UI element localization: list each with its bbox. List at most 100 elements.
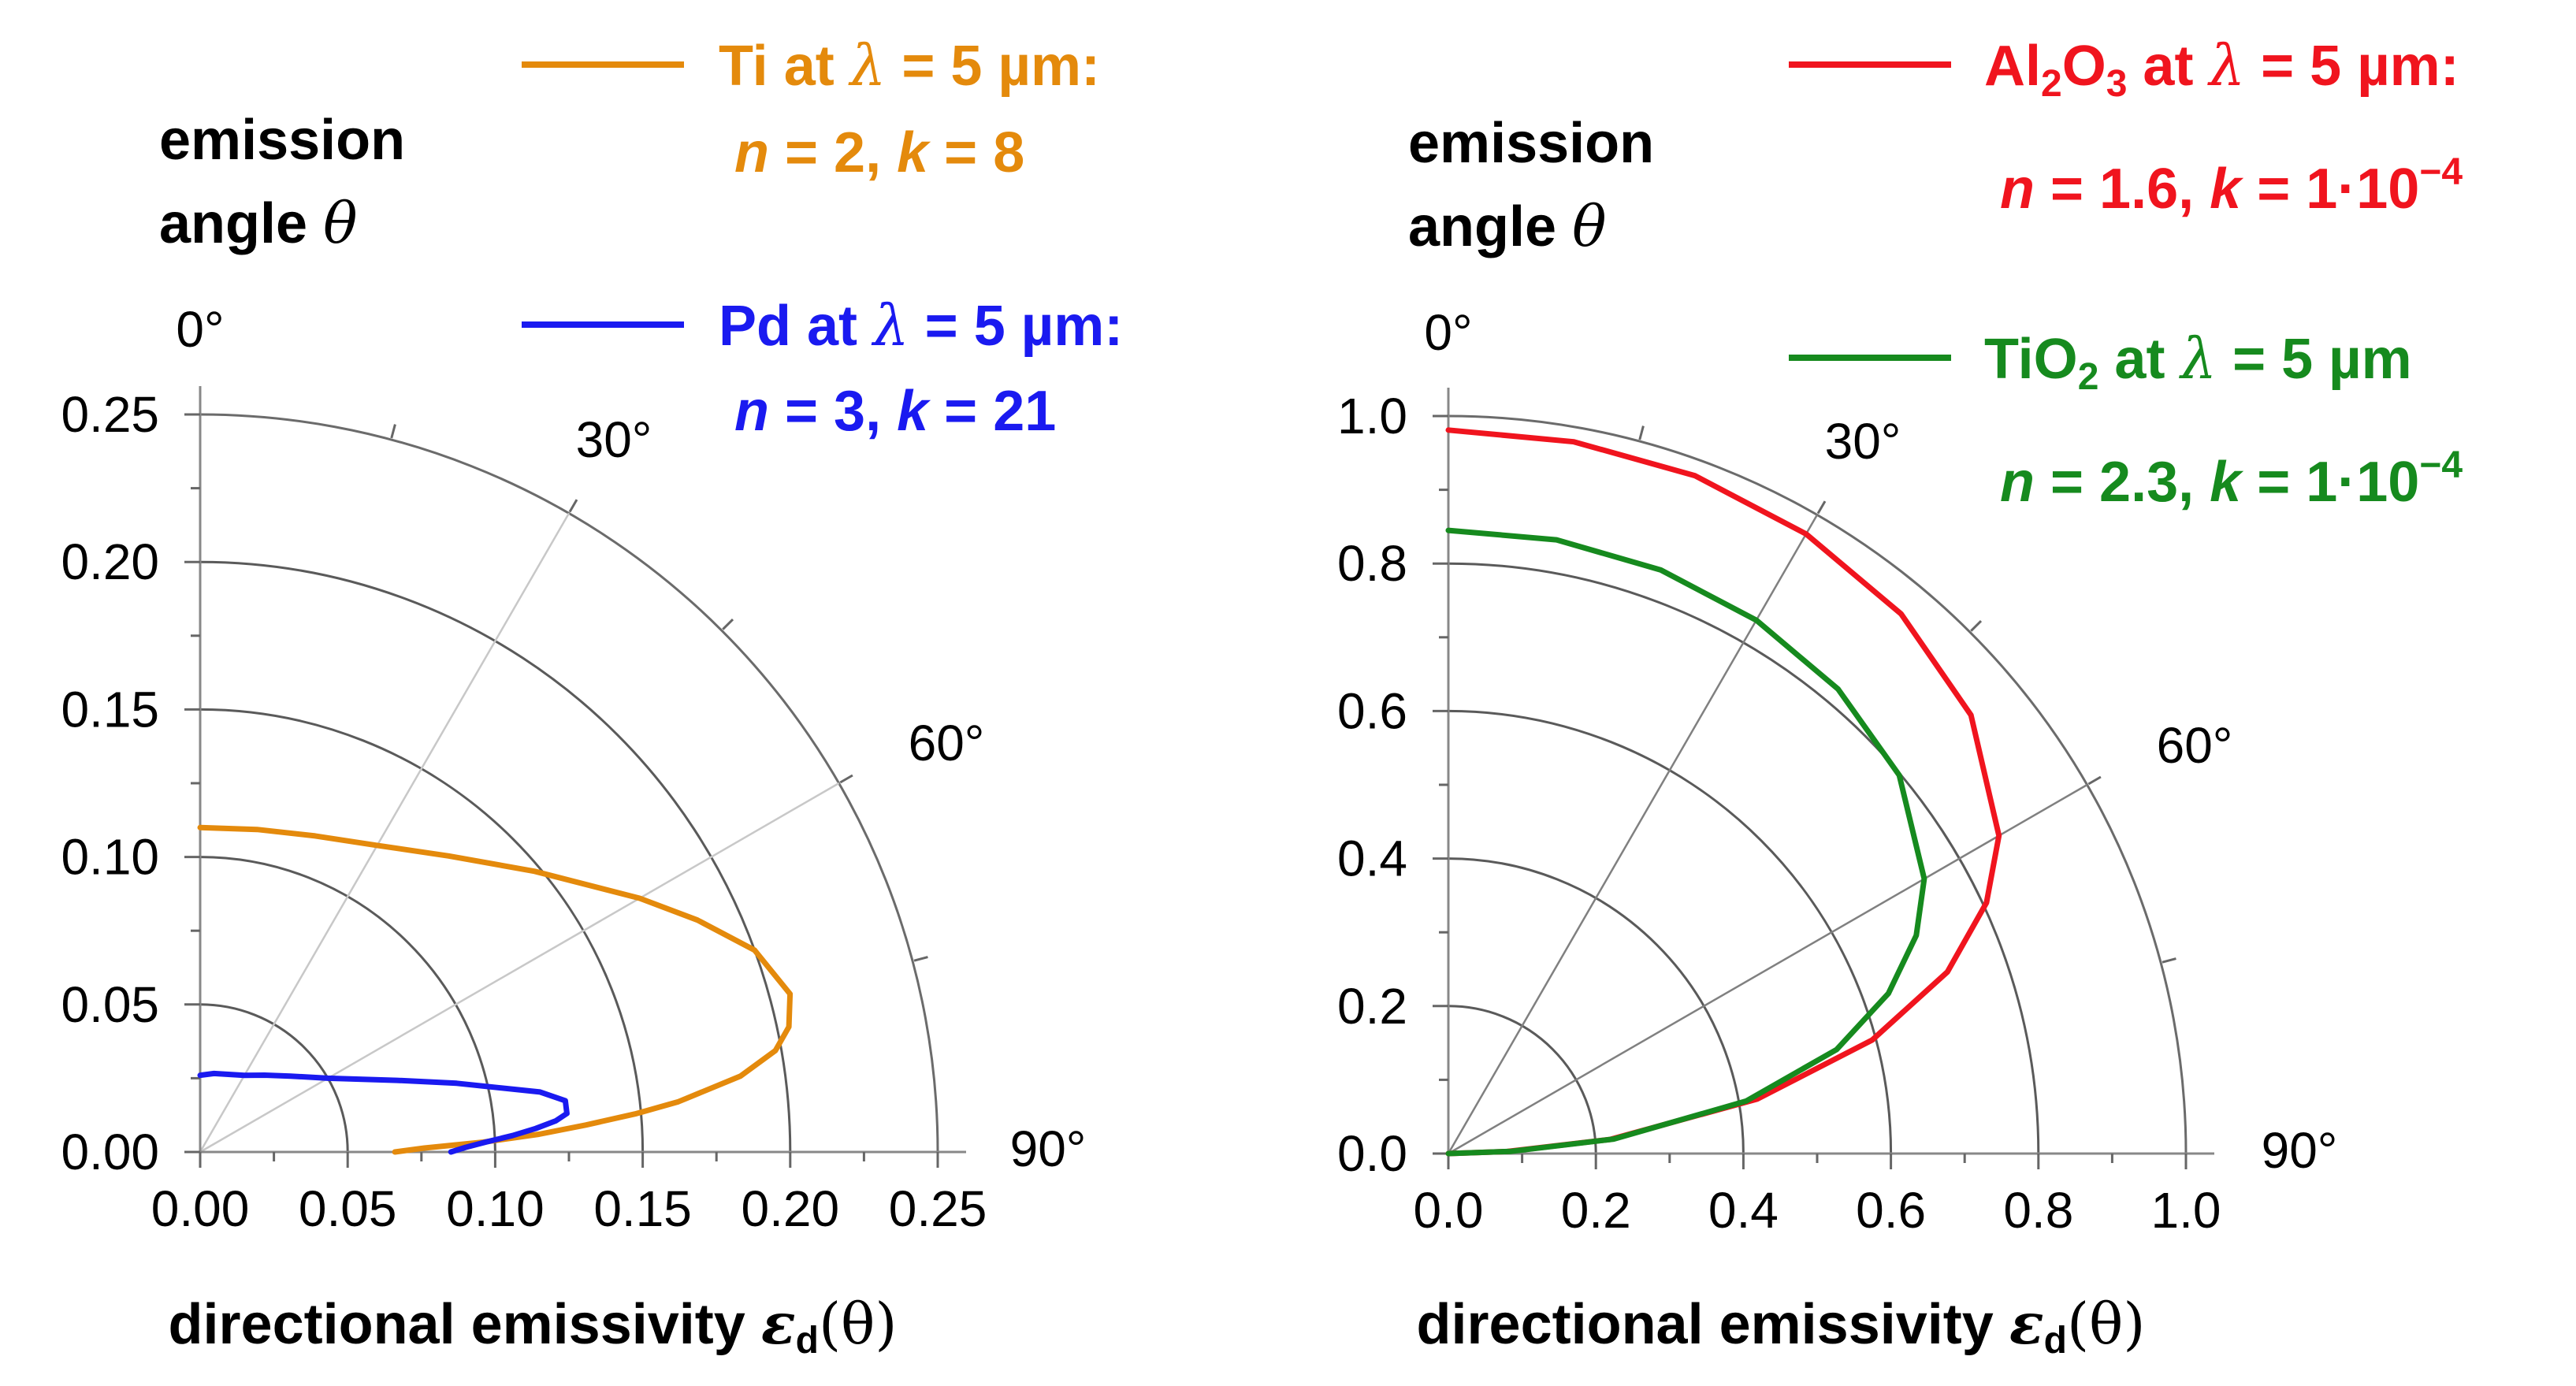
outer-arc-tick xyxy=(1638,425,1645,440)
epsilon-symbol: ε xyxy=(2009,1290,2044,1357)
r-tick-label: 0.6 xyxy=(1337,682,1407,739)
x-axis-label-text: directional emissivity xyxy=(1417,1293,1994,1356)
n-symbol: n xyxy=(2000,451,2035,514)
formula-o: O xyxy=(2062,35,2106,98)
legend-ti-wavelength: = 5 µm: xyxy=(886,35,1100,98)
x-tick-label: 0.05 xyxy=(299,1180,397,1237)
n-symbol: n xyxy=(734,380,769,443)
k-exponent: −4 xyxy=(2419,444,2463,486)
spoke-30 xyxy=(1447,514,1819,1154)
grid-arc xyxy=(199,1003,349,1153)
outer-arc-tick xyxy=(2087,775,2102,786)
x-tick-label: 0.2 xyxy=(1561,1182,1631,1239)
legend-al2o3-line1: Al2O3 at λ = 5 µm: xyxy=(1984,32,2459,105)
series-curve-pd xyxy=(197,1070,570,1155)
spoke-60 xyxy=(199,782,840,1154)
chart-header-line1: emission xyxy=(1408,112,1654,175)
n-value: = 2, xyxy=(769,121,897,184)
formula-sub-2: 2 xyxy=(2041,63,2062,105)
polar-chart-left: 0.00 0.05 0.10 0.15 0.20 0.25 0.00 0.05 0.10 0.1… xyxy=(61,32,1123,1362)
legend-wavelength: = 5 µm xyxy=(2217,328,2412,391)
theta-symbol: θ xyxy=(323,190,357,256)
series-curve-ti xyxy=(197,824,794,1155)
grid-arc xyxy=(1448,709,1893,1154)
k-value: = 1·10 xyxy=(2241,451,2419,514)
grid-arc xyxy=(199,413,939,1153)
x-tick-label: 0.00 xyxy=(151,1180,250,1237)
radial-axis-ticks: 0.00 0.05 0.10 0.15 0.20 0.25 xyxy=(61,386,159,1180)
x-tick-label: 1.0 xyxy=(2151,1182,2221,1239)
epsilon-subscript: d xyxy=(2044,1320,2067,1362)
angle-tick-60: 60° xyxy=(2157,717,2233,774)
grid-arc xyxy=(1448,1005,1597,1154)
curves xyxy=(1445,427,2002,1157)
angle-tick-0: 0° xyxy=(1424,304,1472,361)
grid-arc xyxy=(199,560,792,1153)
legend-pd-line2: n = 3, k = 21 xyxy=(734,380,1056,443)
angle-tick-30: 30° xyxy=(1825,413,1901,470)
x-tick-label: 0.25 xyxy=(889,1180,987,1237)
n-value: = 1.6, xyxy=(2035,158,2210,221)
horizontal-axis-ticks: 0.0 0.2 0.4 0.6 0.8 1.0 xyxy=(1414,1182,2221,1239)
legend-pd-wavelength: = 5 µm: xyxy=(909,295,1124,358)
r-tick-label: 0.15 xyxy=(61,681,159,738)
outer-arc-tick xyxy=(2162,957,2176,964)
legend-ti-line2: n = 2, k = 8 xyxy=(734,121,1024,184)
legend-pd-text: Pd at xyxy=(719,295,873,358)
lambda-symbol: λ xyxy=(848,32,887,98)
angle-tick-60: 60° xyxy=(909,715,985,771)
outer-arc-tick xyxy=(390,424,396,439)
x-tick-label: 0.4 xyxy=(1708,1182,1779,1239)
outer-arc-tick xyxy=(1970,619,1983,632)
grid-arc xyxy=(199,856,496,1153)
x-tick-label: 0.10 xyxy=(446,1180,545,1237)
angle-tick-30: 30° xyxy=(576,411,652,468)
x-tick-label: 0.0 xyxy=(1414,1182,1484,1239)
outer-arc-tick xyxy=(568,499,578,513)
lambda-symbol: λ xyxy=(2206,32,2245,98)
x-axis-label: directional emissivity εd(θ) xyxy=(1417,1290,2146,1362)
r-tick-label: 0.25 xyxy=(61,386,159,443)
k-value: = 8 xyxy=(928,121,1024,184)
radial-axis-ticks: 0.0 0.2 0.4 0.6 0.8 1.0 xyxy=(1337,388,1407,1182)
r-tick-label: 0.4 xyxy=(1337,830,1407,887)
polar-grid xyxy=(184,386,966,1168)
polar-chart-right: 0.0 0.2 0.4 0.6 0.8 1.0 0.0 0.2 0.4 0.6 0.8 1.0 0°… xyxy=(1337,32,2463,1362)
spoke-30 xyxy=(199,512,571,1153)
lambda-symbol: λ xyxy=(871,292,909,359)
x-axis-label-argument: (θ) xyxy=(819,1291,898,1357)
x-tick-label: 0.20 xyxy=(742,1180,840,1237)
r-tick-label: 1.0 xyxy=(1337,388,1407,444)
chart-header-line2: angle θ xyxy=(159,190,357,256)
outer-arc-tick xyxy=(722,618,734,630)
legend-wavelength: = 5 µm: xyxy=(2245,35,2459,98)
curves xyxy=(197,824,794,1155)
x-axis-label: directional emissivity εd(θ) xyxy=(169,1290,898,1362)
r-tick-label: 0.8 xyxy=(1337,535,1407,592)
legend-ti-line1: Ti at λ = 5 µm: xyxy=(719,32,1100,98)
formula-al: Al xyxy=(1984,35,2041,98)
epsilon-subscript: d xyxy=(796,1320,819,1362)
legend-tio2-line2: n = 2.3, k = 1·10−4 xyxy=(2000,444,2463,514)
outer-arc-tick xyxy=(913,956,928,962)
spoke-60 xyxy=(1448,783,2088,1155)
x-tick-label: 0.6 xyxy=(1856,1182,1926,1239)
chart-header-word: angle xyxy=(159,192,307,255)
n-symbol: n xyxy=(2000,158,2035,221)
x-tick-label: 0.8 xyxy=(2003,1182,2073,1239)
k-value: = 21 xyxy=(928,380,1056,443)
outer-arc-tick xyxy=(839,774,853,784)
horizontal-axis-ticks: 0.00 0.05 0.10 0.15 0.20 0.25 xyxy=(151,1180,987,1237)
legend-at: at xyxy=(2127,35,2209,98)
angle-tick-90: 90° xyxy=(2262,1122,2338,1179)
k-value: = 1·10 xyxy=(2241,158,2419,221)
r-tick-label: 0.20 xyxy=(61,533,159,590)
k-symbol: k xyxy=(897,121,931,184)
grid-arc xyxy=(1448,414,2188,1154)
legend-pd-line1: Pd at λ = 5 µm: xyxy=(719,292,1123,359)
r-tick-label: 0.05 xyxy=(61,976,159,1033)
r-tick-label: 0.0 xyxy=(1337,1125,1407,1182)
formula-tio: TiO xyxy=(1984,328,2078,391)
x-tick-label: 0.15 xyxy=(593,1180,692,1237)
